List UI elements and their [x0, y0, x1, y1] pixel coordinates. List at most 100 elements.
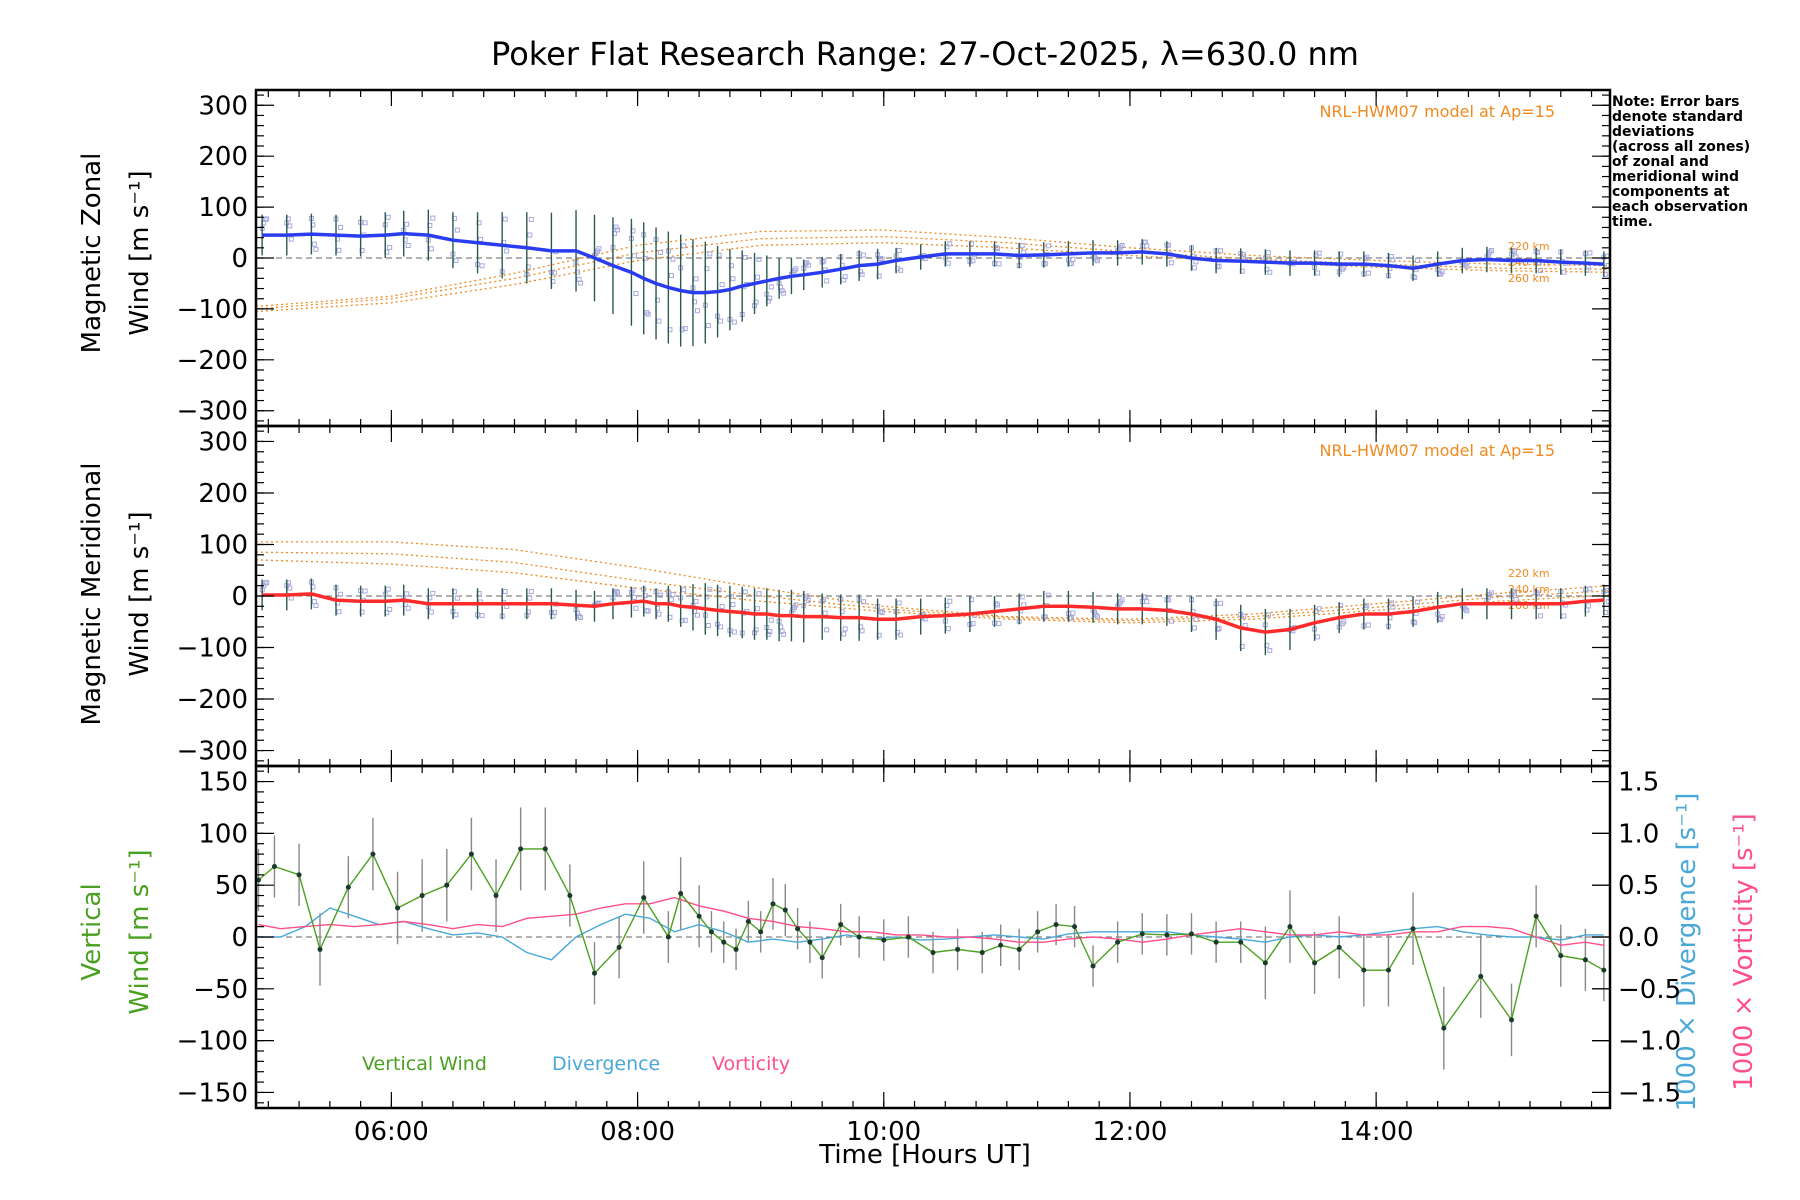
zone-sample	[1019, 594, 1025, 600]
meridional-ylabel-line2: Wind [m s⁻¹]	[125, 511, 155, 676]
y-tick-label: 100	[198, 819, 248, 849]
zone-sample	[658, 592, 663, 598]
zone-sample	[668, 597, 674, 603]
zone-sample	[362, 220, 368, 226]
zone-sample	[313, 603, 319, 608]
zone-sample	[551, 610, 557, 616]
zone-sample	[1019, 243, 1025, 249]
y-tick-label: 200	[198, 142, 248, 172]
zone-sample	[428, 609, 434, 615]
zone-sample	[859, 628, 865, 634]
legend-vertical-wind: Vertical Wind	[362, 1053, 487, 1075]
zone-sample	[615, 227, 620, 233]
zone-sample	[693, 598, 699, 604]
zone-sample	[695, 612, 700, 618]
y2-tick-label: −1.0	[1618, 1027, 1681, 1057]
vertical-wind-point	[696, 913, 702, 919]
zone-sample	[502, 589, 508, 594]
zone-sample	[1415, 599, 1421, 605]
vertical-wind-point	[1213, 939, 1219, 945]
zone-sample	[1585, 603, 1591, 609]
model-curve	[256, 541, 1611, 620]
vertical-wind-point	[1262, 960, 1268, 966]
zone-sample	[504, 248, 510, 254]
note-line: (across all zones)	[1612, 139, 1750, 155]
zone-sample	[385, 214, 391, 220]
note-line: each observation	[1612, 199, 1748, 215]
x-tick-label: 14:00	[1339, 1117, 1414, 1147]
zone-sample	[719, 604, 725, 609]
zone-sample	[670, 256, 676, 262]
zone-sample	[768, 617, 774, 623]
zone-sample	[896, 600, 902, 606]
y2-tick-label: −1.5	[1618, 1078, 1681, 1108]
zone-sample	[288, 236, 294, 242]
y-tick-label: 0	[231, 923, 248, 953]
zone-sample	[705, 323, 711, 329]
zone-sample	[1561, 613, 1567, 619]
zone-sample	[861, 252, 867, 258]
zone-sample	[1538, 268, 1544, 273]
zone-sample	[879, 256, 885, 262]
zone-sample	[1365, 622, 1371, 628]
zone-sample	[430, 590, 436, 596]
zone-sample	[656, 318, 662, 324]
y-tick-label: −50	[193, 975, 248, 1005]
zone-sample	[1267, 648, 1273, 654]
altitude-label-220: 220 km	[1508, 240, 1550, 253]
note-line: components at	[1612, 184, 1730, 200]
zone-sample	[995, 602, 1000, 608]
zone-sample	[682, 326, 688, 331]
vertical-wind-point	[782, 907, 788, 913]
zone-sample	[859, 271, 865, 277]
note-line: Note: Error bars	[1612, 94, 1739, 110]
zone-sample	[718, 318, 724, 324]
zone-sample	[1192, 625, 1197, 631]
zone-sample	[264, 216, 270, 222]
vertical-wind-point	[542, 846, 548, 852]
zone-sample	[1587, 586, 1593, 592]
zonal-ylabel: Magnetic Zonal Wind [m s⁻¹]	[77, 153, 155, 354]
vertical-wind-point	[370, 851, 376, 857]
vorticity-y2label: 1000 × Vorticity [s⁻¹]	[1729, 813, 1759, 1091]
zone-sample	[1512, 249, 1517, 255]
vertical-wind-point	[1287, 924, 1293, 930]
zone-sample	[731, 319, 737, 325]
zone-sample	[1119, 243, 1125, 248]
vertical-wind-point	[745, 918, 751, 924]
vertical-wind-point	[1558, 953, 1564, 959]
altitude-label-220: 220 km	[1508, 567, 1550, 580]
zone-sample	[1390, 604, 1396, 610]
vertical-wind-point	[795, 926, 801, 932]
y2-tick-label: 0.0	[1618, 923, 1659, 953]
zone-sample	[633, 291, 639, 296]
vertical-wind-point	[493, 893, 499, 899]
vertical-wind-point	[1188, 931, 1194, 937]
plot-layer: −300−200−1000100200300−300−200−100010020…	[177, 88, 1681, 1147]
zonal-wind-line	[262, 231, 1604, 295]
meridional-panel: −300 −200 −100 0 100 200 300	[177, 424, 1612, 768]
zone-sample	[1193, 259, 1199, 265]
zone-sample	[338, 224, 343, 230]
zonal-model-label: NRL-HWM07 model at Ap=15	[1319, 102, 1555, 121]
zone-sample	[730, 602, 736, 608]
zone-sample	[631, 594, 637, 600]
zone-sample	[824, 627, 830, 633]
vertical-wind-point	[1509, 1017, 1515, 1023]
zone-sample	[996, 261, 1002, 267]
zone-sample	[1364, 603, 1370, 609]
zone-sample	[707, 251, 713, 257]
zone-sample	[1241, 252, 1247, 258]
zone-sample	[1415, 258, 1421, 263]
zone-sample	[1464, 263, 1470, 269]
zonal-ylabel-line2: Wind [m s⁻¹]	[125, 170, 155, 335]
zone-sample	[645, 311, 651, 317]
chart-title: Poker Flat Research Range: 27-Oct-2025, …	[491, 35, 1359, 73]
zone-sample	[478, 236, 484, 242]
zone-sample	[311, 241, 317, 247]
vertical-ylabel: Vertical Wind [m s⁻¹]	[77, 849, 155, 1014]
vertical-wind-point	[468, 851, 474, 857]
vertical-wind-point	[1582, 957, 1588, 963]
zone-sample	[1265, 612, 1271, 618]
zone-sample	[742, 589, 748, 595]
